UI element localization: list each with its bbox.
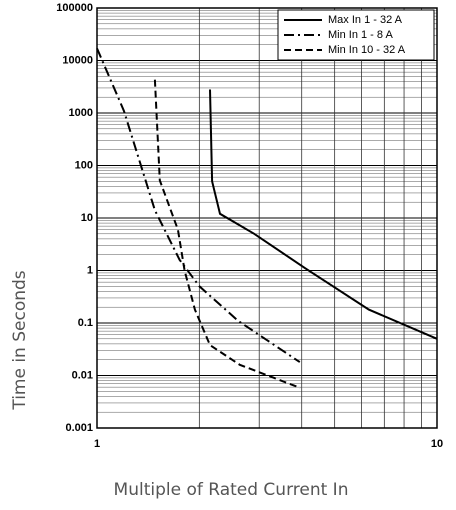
plot-frame — [96, 7, 438, 429]
legend-label: Max In 1 - 32 A — [328, 14, 403, 26]
x-axis-title: Multiple of Rated Current In — [114, 480, 349, 500]
y-tick-label: 0.01 — [72, 369, 93, 381]
series-line — [209, 89, 438, 340]
y-tick-label: 10000 — [62, 54, 93, 66]
y-tick-label: 100 — [75, 159, 93, 171]
legend-label: Min In 10 - 32 A — [328, 44, 406, 56]
legend-label: Min In 1 - 8 A — [328, 29, 393, 41]
y-axis-title: Time in Seconds — [10, 270, 30, 410]
x-tick-label: 10 — [431, 438, 443, 450]
series-line — [96, 48, 301, 363]
series-line — [153, 79, 301, 389]
y-tick-label: 1000 — [69, 107, 93, 119]
y-tick-label: 0.001 — [65, 422, 93, 434]
y-tick-label: 100000 — [56, 2, 93, 14]
y-tick-label: 1 — [87, 264, 93, 276]
y-tick-label: 10 — [81, 212, 93, 224]
y-tick-label: 0.1 — [78, 317, 93, 329]
x-tick-label: 1 — [94, 438, 100, 450]
